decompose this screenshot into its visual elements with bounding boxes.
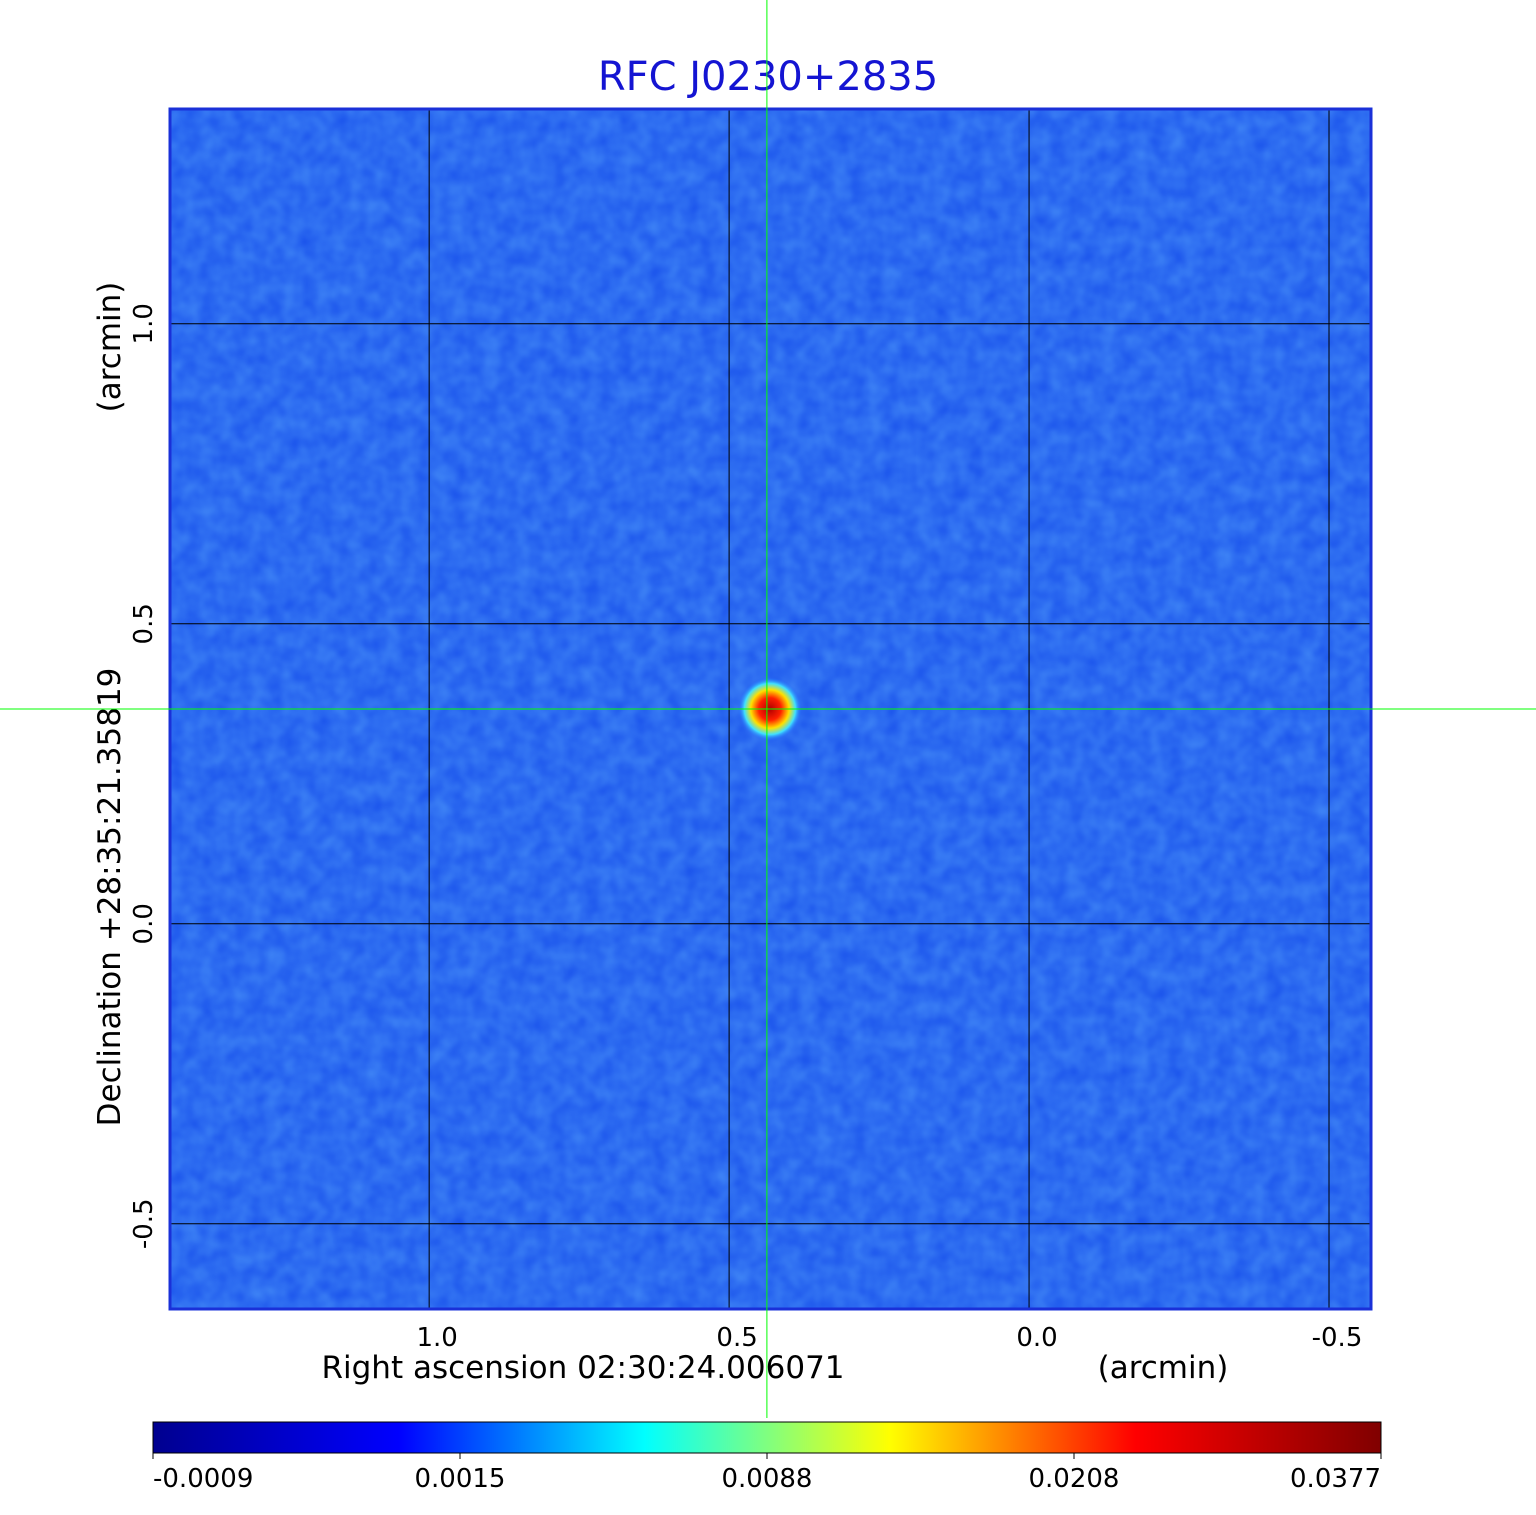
y-axis-label: Declination +28:35:21.35819 <box>92 668 128 1127</box>
colorbar-tick-label: 0.0208 <box>1029 1464 1120 1494</box>
x-tick-label: -0.5 <box>1312 1323 1363 1353</box>
colorbar-tick-label: 0.0377 <box>1290 1464 1381 1494</box>
x-tick-label: 1.0 <box>416 1323 457 1353</box>
x-tick-label: 0.5 <box>716 1323 757 1353</box>
colorbar-tick-label: -0.0009 <box>153 1464 253 1494</box>
colorbar-tick-label: 0.0088 <box>722 1464 813 1494</box>
y-axis-unit: (arcmin) <box>92 282 128 413</box>
chart-title: RFC J0230+2835 <box>598 54 938 100</box>
x-axis-unit: (arcmin) <box>1098 1350 1229 1386</box>
colorbar <box>152 1421 1382 1454</box>
y-tick-label: -0.5 <box>129 1198 159 1249</box>
y-tick-label: 1.0 <box>129 303 159 344</box>
colorbar-tick-label: 0.0015 <box>415 1464 506 1494</box>
y-tick-label: 0.0 <box>129 903 159 944</box>
y-tick-label: 0.5 <box>129 603 159 644</box>
x-axis-label: Right ascension 02:30:24.006071 <box>321 1350 844 1386</box>
x-tick-label: 0.0 <box>1016 1323 1057 1353</box>
